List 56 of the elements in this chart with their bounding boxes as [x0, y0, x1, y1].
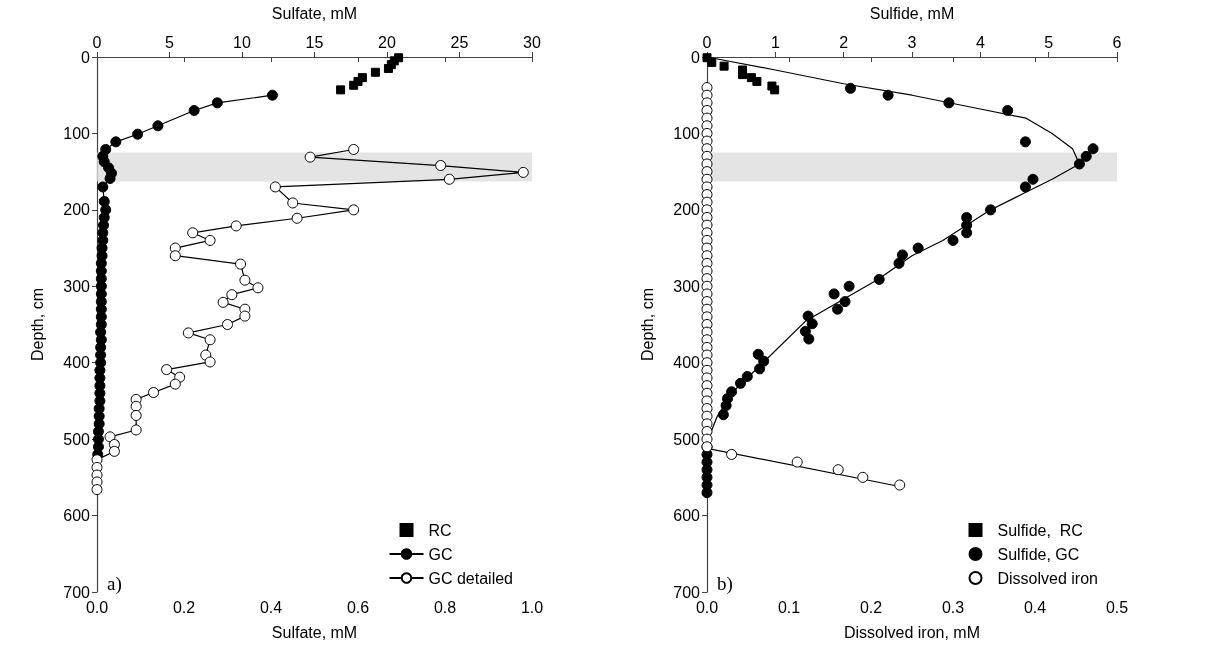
- x-tick-label: 0.4: [1023, 598, 1047, 616]
- x2-tick-label: 6: [1112, 33, 1122, 51]
- x-tick-label: 0.0: [695, 598, 719, 616]
- y-tick-label: 600: [673, 507, 701, 525]
- x2-tick-label: 5: [165, 33, 175, 51]
- legend-label: Dissolved iron: [997, 569, 1098, 587]
- x2-tick-label: 0: [92, 33, 102, 51]
- y-tick-label: 500: [63, 430, 91, 448]
- y-tick-label: 700: [673, 583, 701, 601]
- legend-label: Sulfide, RC: [997, 521, 1083, 539]
- legend-label: GC detailed: [428, 569, 514, 587]
- x-tick-label: 0.3: [941, 598, 965, 616]
- x2-tick-label: 10: [233, 33, 251, 51]
- y-tick-label: 100: [673, 124, 701, 142]
- legend-label: RC: [428, 521, 452, 539]
- y-tick-label: 700: [63, 583, 91, 601]
- y-axis-title: Depth, cm: [638, 288, 656, 361]
- annotation: b): [717, 573, 733, 595]
- x2-tick-label: 30: [523, 33, 541, 51]
- legend-label: Sulfide, GC: [997, 545, 1080, 563]
- x2-tick-label: 20: [378, 33, 396, 51]
- x-tick-label: 0.1: [777, 598, 801, 616]
- x-axis-title: Sulfate, mM: [271, 623, 358, 641]
- annotation: a): [107, 573, 122, 595]
- y-tick-label: 0: [691, 48, 701, 66]
- x-tick-label: 0.4: [259, 598, 283, 616]
- x2-tick-label: 0: [702, 33, 712, 51]
- y-tick-label: 100: [63, 124, 91, 142]
- y-tick-label: 200: [673, 201, 701, 219]
- x2-axis-title: Sulfide, mM: [869, 4, 955, 22]
- x-tick-label: 0.2: [859, 598, 883, 616]
- x2-tick-label: 4: [975, 33, 985, 51]
- x2-tick-label: 5: [1044, 33, 1054, 51]
- x2-tick-label: 25: [450, 33, 469, 51]
- x2-axis-title: Sulfate, mM: [271, 4, 358, 22]
- x2-tick-label: 15: [305, 33, 324, 51]
- x2-tick-label: 2: [839, 33, 849, 51]
- x-tick-label: 0.0: [85, 598, 109, 616]
- y-axis-title: Depth, cm: [28, 288, 46, 361]
- x-axis-title: Dissolved iron, mM: [843, 623, 981, 641]
- x-tick-label: 1.0: [520, 598, 544, 616]
- x-tick-label: 0.2: [172, 598, 196, 616]
- y-tick-label: 400: [63, 354, 91, 372]
- x2-tick-label: 3: [907, 33, 917, 51]
- x-tick-label: 0.6: [346, 598, 370, 616]
- y-tick-label: 500: [673, 430, 701, 448]
- y-tick-label: 600: [63, 507, 91, 525]
- y-tick-label: 200: [63, 201, 91, 219]
- legend-label: GC: [428, 545, 453, 563]
- x2-tick-label: 1: [770, 33, 780, 51]
- y-tick-label: 0: [81, 48, 91, 66]
- x-tick-label: 0.5: [1105, 598, 1129, 616]
- y-tick-label: 400: [673, 354, 701, 372]
- y-tick-label: 300: [63, 277, 91, 295]
- x-tick-label: 0.8: [433, 598, 457, 616]
- y-tick-label: 300: [673, 277, 701, 295]
